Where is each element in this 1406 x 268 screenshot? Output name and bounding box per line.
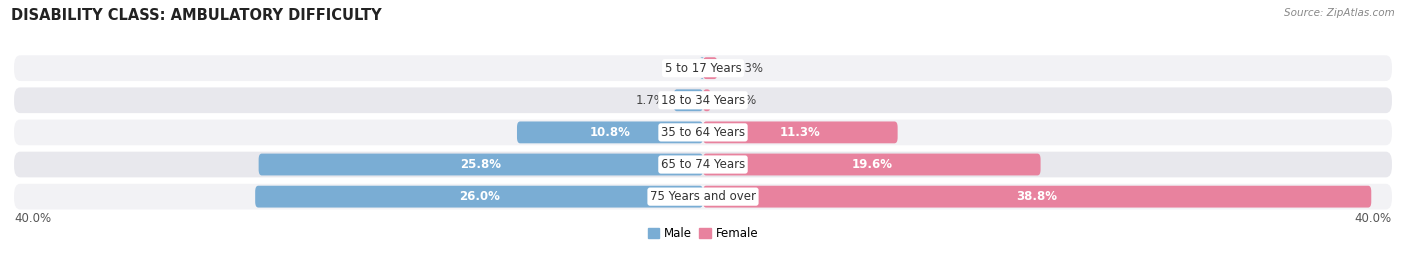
FancyBboxPatch shape xyxy=(703,154,1040,176)
Text: 19.6%: 19.6% xyxy=(851,158,893,171)
Text: 65 to 74 Years: 65 to 74 Years xyxy=(661,158,745,171)
Text: 10.8%: 10.8% xyxy=(589,126,630,139)
FancyBboxPatch shape xyxy=(703,186,1371,207)
Text: 35 to 64 Years: 35 to 64 Years xyxy=(661,126,745,139)
Legend: Male, Female: Male, Female xyxy=(643,222,763,245)
FancyBboxPatch shape xyxy=(14,120,1392,145)
Text: 0.83%: 0.83% xyxy=(725,62,763,75)
FancyBboxPatch shape xyxy=(14,55,1392,81)
Text: Source: ZipAtlas.com: Source: ZipAtlas.com xyxy=(1284,8,1395,18)
FancyBboxPatch shape xyxy=(703,89,710,111)
Text: 18 to 34 Years: 18 to 34 Years xyxy=(661,94,745,107)
FancyBboxPatch shape xyxy=(256,186,703,207)
FancyBboxPatch shape xyxy=(673,89,703,111)
Text: 0.44%: 0.44% xyxy=(720,94,756,107)
FancyBboxPatch shape xyxy=(703,57,717,79)
Text: 5 to 17 Years: 5 to 17 Years xyxy=(665,62,741,75)
Text: 26.0%: 26.0% xyxy=(458,190,499,203)
FancyBboxPatch shape xyxy=(259,154,703,176)
Text: 25.8%: 25.8% xyxy=(460,158,502,171)
FancyBboxPatch shape xyxy=(517,121,703,143)
FancyBboxPatch shape xyxy=(700,57,704,79)
FancyBboxPatch shape xyxy=(14,87,1392,113)
Text: 0.1%: 0.1% xyxy=(662,62,693,75)
Text: 40.0%: 40.0% xyxy=(1355,212,1392,225)
Text: 11.3%: 11.3% xyxy=(780,126,821,139)
Text: 40.0%: 40.0% xyxy=(14,212,51,225)
Text: DISABILITY CLASS: AMBULATORY DIFFICULTY: DISABILITY CLASS: AMBULATORY DIFFICULTY xyxy=(11,8,382,23)
FancyBboxPatch shape xyxy=(14,184,1392,210)
Text: 1.7%: 1.7% xyxy=(636,94,665,107)
FancyBboxPatch shape xyxy=(703,121,897,143)
FancyBboxPatch shape xyxy=(14,152,1392,177)
Text: 38.8%: 38.8% xyxy=(1017,190,1057,203)
Text: 75 Years and over: 75 Years and over xyxy=(650,190,756,203)
